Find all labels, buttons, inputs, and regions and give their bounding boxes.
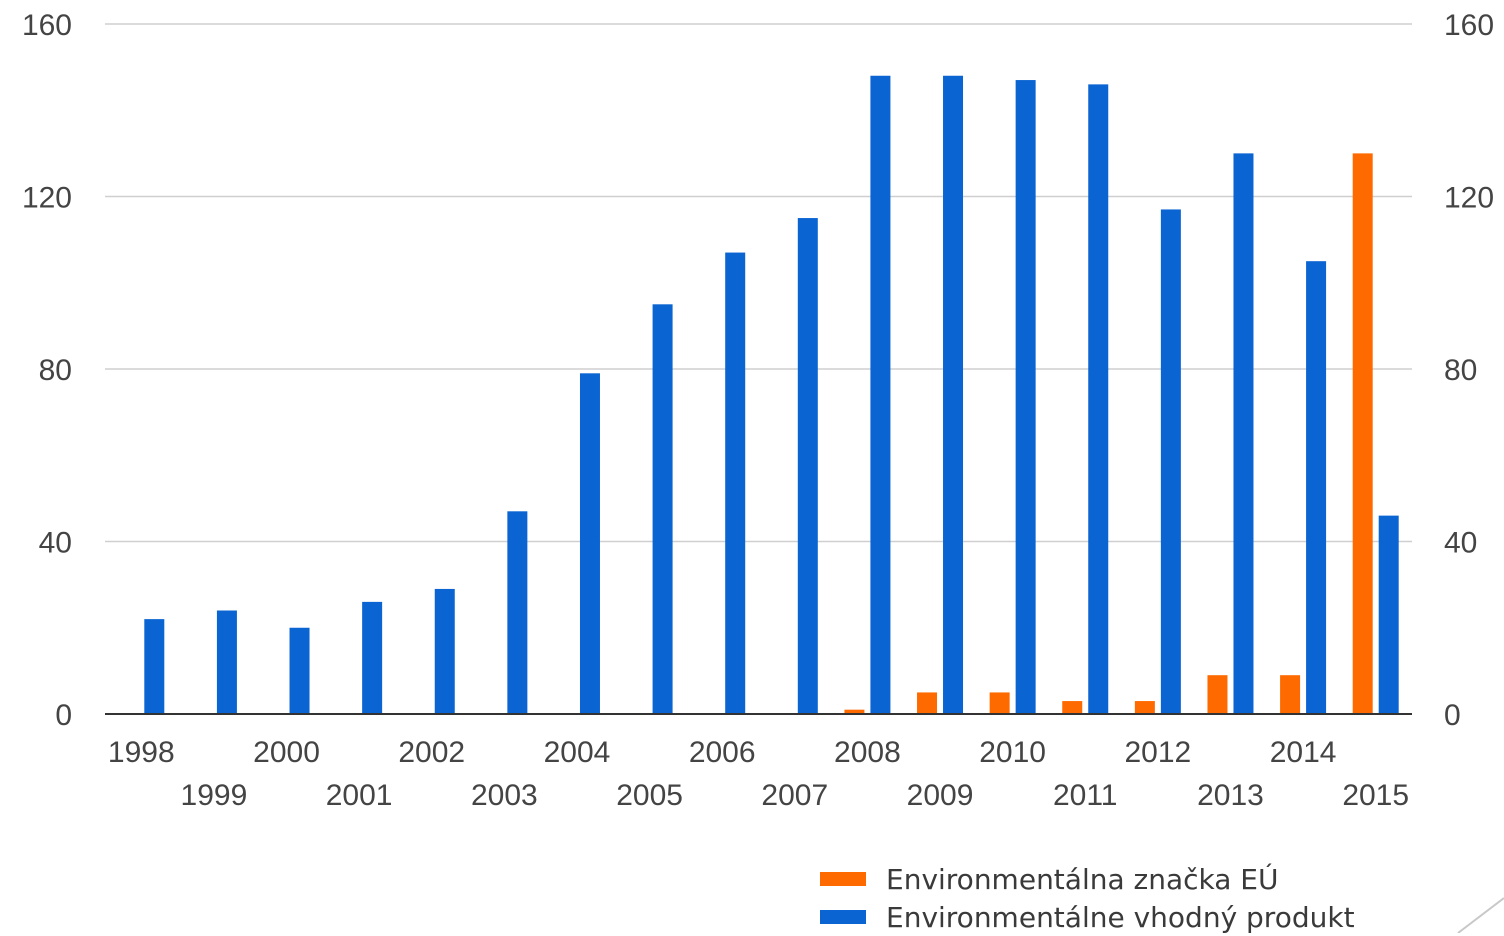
- legend-label: Environmentálna značka EÚ: [886, 862, 1279, 896]
- y-tick-label-left: 120: [22, 182, 72, 215]
- x-tick-label: 2000: [253, 736, 320, 769]
- x-tick-label: 2001: [326, 779, 393, 812]
- bar-env-product: [1088, 84, 1109, 714]
- x-tick-label: 2009: [907, 779, 974, 812]
- x-tick-label: 1998: [108, 736, 175, 769]
- bars: [144, 75, 1399, 714]
- bar-env-product: [1233, 153, 1254, 714]
- legend-item-env-product: Environmentálne vhodný produkt: [820, 898, 1355, 936]
- x-tick-label: 2011: [1053, 779, 1118, 812]
- bar-env-product: [289, 627, 310, 714]
- x-tick-label: 2003: [471, 779, 538, 812]
- y-tick-label-left: 0: [55, 699, 72, 732]
- bar-env-product: [1015, 80, 1036, 714]
- y-tick-label-right: 0: [1444, 699, 1461, 732]
- bar-env-product: [797, 218, 818, 714]
- bar-eu-ecolabel: [1280, 675, 1301, 714]
- bar-env-product: [362, 601, 383, 714]
- bar-env-product: [434, 588, 455, 714]
- x-tick-label: 2010: [979, 736, 1046, 769]
- legend-item-eu-ecolabel: Environmentálna značka EÚ: [820, 860, 1355, 898]
- legend-label: Environmentálne vhodný produkt: [886, 900, 1355, 934]
- bar-eu-ecolabel: [1352, 153, 1373, 714]
- x-tick-label: 2012: [1124, 736, 1191, 769]
- legend-swatch-orange: [820, 872, 866, 886]
- x-tick-label: 2015: [1342, 779, 1409, 812]
- legend-swatch-blue: [820, 910, 866, 924]
- bar-env-product: [943, 75, 964, 714]
- bar-eu-ecolabel: [1062, 701, 1083, 714]
- y-tick-label-left: 40: [39, 527, 72, 560]
- y-tick-label-left: 160: [22, 9, 72, 42]
- x-tick-label: 2006: [689, 736, 756, 769]
- bar-eu-ecolabel: [917, 692, 938, 714]
- bar-env-product: [1306, 261, 1327, 714]
- y-tick-label-right: 80: [1444, 354, 1477, 387]
- x-tick-label: 2014: [1270, 736, 1337, 769]
- bar-env-product: [144, 619, 165, 714]
- bar-eu-ecolabel: [989, 692, 1010, 714]
- y-tick-label-right: 40: [1444, 527, 1477, 560]
- bar-eu-ecolabel: [1207, 675, 1228, 714]
- bar-eu-ecolabel: [1134, 701, 1155, 714]
- left-axis-ticks: 0 40 80 120 160: [22, 9, 72, 732]
- bar-env-product: [507, 511, 528, 714]
- bar-env-product: [216, 610, 237, 714]
- x-tick-label: 2005: [616, 779, 683, 812]
- y-tick-label-left: 80: [39, 354, 72, 387]
- x-tick-label: 1999: [181, 779, 248, 812]
- y-tick-label-right: 120: [1444, 182, 1494, 215]
- gridlines: [105, 23, 1412, 543]
- bar-eu-ecolabel: [844, 709, 865, 714]
- x-tick-label: 2007: [761, 779, 828, 812]
- x-tick-label: 2002: [398, 736, 465, 769]
- bar-env-product: [870, 75, 891, 714]
- bar-env-product: [1160, 209, 1181, 714]
- bar-env-product: [652, 304, 673, 714]
- x-axis-ticks: 1998199920002001200220032004200520062007…: [108, 736, 1409, 812]
- right-axis-ticks: 0 40 80 120 160: [1444, 9, 1494, 732]
- x-tick-label: 2013: [1197, 779, 1264, 812]
- bar-env-product: [1378, 515, 1399, 714]
- x-tick-label: 2004: [544, 736, 611, 769]
- x-tick-label: 2008: [834, 736, 901, 769]
- bar-env-product: [725, 252, 746, 714]
- bar-env-product: [579, 373, 600, 714]
- y-tick-label-right: 160: [1444, 9, 1494, 42]
- legend: Environmentálna značka EÚ Environmentáln…: [820, 860, 1355, 936]
